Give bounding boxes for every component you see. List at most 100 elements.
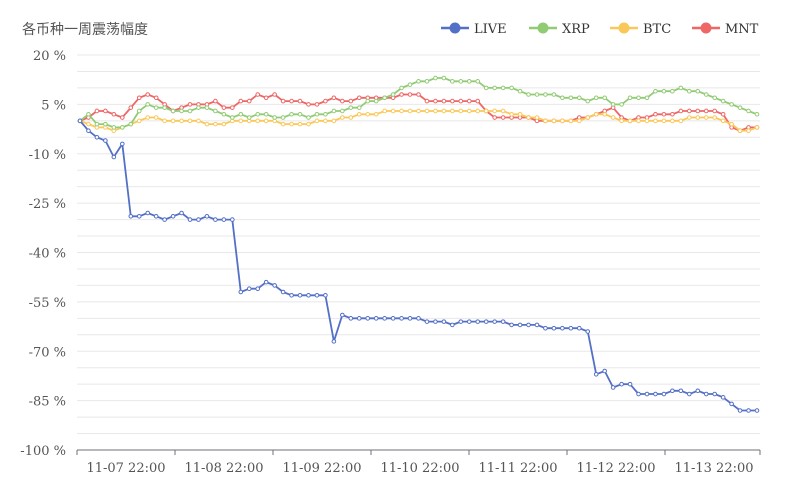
- data-point: [136, 213, 142, 219]
- data-point: [424, 98, 430, 104]
- legend-marker: [449, 22, 461, 34]
- data-point: [424, 108, 430, 114]
- data-point: [466, 79, 472, 84]
- data-point: [323, 292, 328, 298]
- series-line-live: [79, 120, 757, 412]
- data-point: [500, 319, 506, 324]
- x-tick-label: 11-13 22:00: [674, 461, 753, 476]
- data-point: [230, 115, 235, 120]
- data-point: [136, 95, 142, 101]
- data-point: [230, 105, 235, 110]
- data-point: [543, 118, 548, 124]
- data-point: [407, 82, 413, 87]
- x-tick-label: 11-10 22:00: [380, 461, 459, 476]
- data-point: [280, 98, 286, 104]
- data-point: [551, 325, 557, 331]
- data-point: [255, 118, 261, 124]
- data-point: [517, 111, 523, 117]
- data-point: [703, 115, 709, 120]
- data-point: [568, 95, 574, 101]
- data-point: [585, 98, 591, 104]
- data-point: [610, 115, 616, 120]
- data-point: [145, 92, 150, 97]
- data-point: [433, 98, 438, 104]
- legend-item-mnt[interactable]: MNT: [692, 22, 759, 37]
- data-point: [399, 108, 404, 114]
- x-tick-label: 11-08 22:00: [184, 461, 263, 476]
- data-point: [280, 289, 286, 295]
- data-point: [670, 88, 675, 94]
- x-tick-label: 11-12 22:00: [576, 461, 655, 476]
- data-point: [433, 108, 438, 114]
- data-point: [551, 118, 557, 124]
- data-point: [602, 95, 607, 101]
- data-point: [619, 118, 624, 124]
- data-point: [450, 98, 455, 104]
- data-point: [196, 217, 201, 222]
- data-point: [255, 111, 261, 117]
- data-point: [340, 115, 345, 120]
- data-point: [576, 325, 582, 331]
- data-point: [644, 391, 650, 397]
- data-point: [145, 102, 150, 107]
- data-point: [128, 213, 134, 219]
- data-point: [407, 92, 413, 97]
- data-point: [340, 312, 345, 318]
- data-point: [712, 115, 717, 120]
- data-point: [416, 92, 421, 97]
- data-point: [636, 391, 641, 397]
- data-point: [314, 292, 320, 298]
- data-point: [619, 381, 624, 387]
- legend[interactable]: LIVE XRP BTC MNT: [441, 22, 759, 37]
- data-point: [306, 102, 311, 107]
- data-point: [213, 121, 218, 127]
- data-point: [678, 108, 684, 114]
- data-point: [695, 388, 701, 394]
- data-point: [246, 98, 252, 104]
- series-lines: [77, 75, 760, 413]
- data-point: [568, 325, 574, 331]
- legend-marker: [618, 22, 630, 34]
- legend-item-xrp[interactable]: XRP: [529, 22, 590, 37]
- data-point: [500, 85, 506, 91]
- data-point: [661, 111, 667, 117]
- data-point: [170, 118, 176, 124]
- legend-item-btc[interactable]: BTC: [610, 22, 671, 37]
- data-point: [509, 111, 514, 117]
- data-point: [534, 115, 540, 120]
- data-point: [187, 108, 193, 114]
- data-point: [619, 102, 624, 107]
- data-point: [162, 105, 167, 110]
- data-point: [297, 292, 303, 298]
- data-point: [687, 115, 692, 120]
- data-point: [221, 217, 227, 222]
- data-point: [128, 105, 134, 110]
- data-point: [534, 322, 540, 328]
- data-point: [475, 108, 481, 114]
- data-point: [712, 95, 717, 101]
- data-point: [644, 95, 650, 101]
- data-point: [754, 125, 760, 130]
- data-point: [720, 118, 726, 124]
- data-point: [754, 111, 760, 117]
- data-point: [255, 92, 261, 97]
- data-point: [661, 391, 667, 397]
- data-point: [348, 115, 354, 120]
- data-point: [103, 121, 108, 127]
- legend-label: BTC: [643, 22, 671, 37]
- legend-label: MNT: [725, 22, 759, 37]
- data-point: [644, 118, 650, 124]
- data-point: [458, 98, 464, 104]
- data-point: [576, 118, 582, 124]
- legend-item-live[interactable]: LIVE: [441, 22, 507, 37]
- data-point: [610, 385, 616, 390]
- data-point: [136, 118, 142, 124]
- data-point: [712, 108, 717, 114]
- data-point: [695, 108, 701, 114]
- data-point: [416, 79, 421, 84]
- data-point: [170, 108, 176, 114]
- data-point: [306, 115, 311, 120]
- data-point: [94, 108, 100, 114]
- data-point: [272, 92, 277, 97]
- data-point: [111, 111, 117, 117]
